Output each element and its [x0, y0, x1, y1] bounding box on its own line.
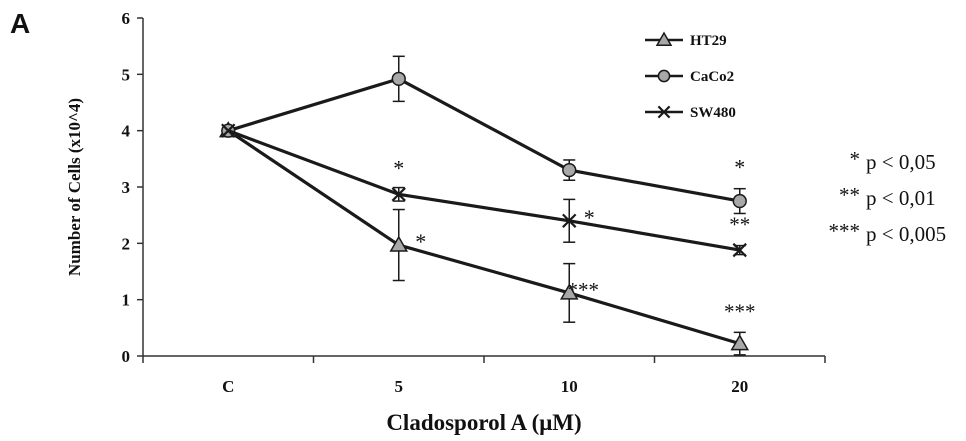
- legend-marker: [657, 69, 671, 83]
- series-layer: ********** **: [218, 55, 756, 356]
- x-axis-title: Cladosporol A (μM): [386, 410, 581, 435]
- legend-item-ht29: HT29: [645, 31, 727, 49]
- legend: HT29 CaCo2 SW480: [645, 31, 736, 121]
- significance-marker: ***: [568, 278, 600, 302]
- y-tick-label: 0: [122, 347, 131, 366]
- marker-stroke: [562, 213, 577, 228]
- data-point: [562, 162, 577, 178]
- significance-key-stars: *: [850, 147, 861, 171]
- significance-key-row: *** p < 0,005: [829, 219, 947, 246]
- series-line: [227, 129, 741, 346]
- significance-marker: *: [584, 205, 595, 230]
- significance-marker: ***: [724, 299, 756, 323]
- data-point: [389, 235, 409, 252]
- x-tick-label: 20: [731, 377, 748, 396]
- significance-marker: *: [415, 229, 426, 254]
- marker-stroke: [391, 187, 406, 202]
- significance-marker: **: [729, 213, 750, 237]
- data-point: [391, 187, 406, 202]
- legend-item-caco2: CaCo2: [645, 69, 734, 85]
- significance-key: * p < 0,05** p < 0,01*** p < 0,005: [829, 147, 947, 246]
- significance-key-stars: ***: [829, 219, 861, 243]
- series-line: [227, 129, 741, 252]
- legend-item-sw480: SW480: [645, 105, 736, 121]
- marker-stroke: [732, 242, 747, 258]
- data-point: [732, 242, 747, 258]
- y-tick-label: 1: [122, 291, 131, 310]
- legend-label: SW480: [690, 105, 736, 121]
- legend-label: HT29: [690, 33, 727, 49]
- legend-marker: [655, 31, 673, 46]
- panel-label: A: [10, 8, 30, 39]
- series-line: [227, 77, 741, 203]
- marker-stroke: [221, 123, 236, 138]
- data-point: [221, 123, 236, 138]
- x-tick-label: C: [222, 377, 234, 396]
- significance-marker: *: [734, 155, 745, 180]
- y-tick-label: 4: [122, 122, 131, 141]
- series-ht29: *******: [218, 121, 756, 356]
- significance-key-label: p < 0,05: [866, 150, 936, 174]
- significance-key-row: ** p < 0,01: [839, 183, 936, 210]
- axes: 0 1 2 3 4 5 6 C 5 10 20 Cladosporol A (μM) Number of…: [65, 9, 826, 435]
- significance-marker: *: [393, 156, 404, 181]
- legend-marker: [657, 105, 671, 119]
- data-point: [562, 213, 577, 228]
- series-sw480: ** **: [221, 123, 750, 258]
- y-tick-label: 3: [122, 178, 131, 197]
- significance-key-label: p < 0,01: [866, 186, 936, 210]
- data-point: [730, 334, 750, 351]
- data-point: [391, 71, 406, 86]
- legend-label: CaCo2: [690, 69, 734, 85]
- significance-key-stars: **: [839, 183, 860, 207]
- marker-stroke: [657, 105, 671, 119]
- y-tick-label: 2: [122, 234, 131, 253]
- significance-key-label: p < 0,005: [866, 222, 946, 246]
- y-tick-label: 5: [122, 65, 131, 84]
- x-tick-label: 5: [395, 377, 404, 396]
- x-tick-label: 10: [561, 377, 578, 396]
- data-point: [732, 193, 747, 209]
- y-axis-title: Number of Cells (x10^4): [65, 98, 84, 276]
- data-point: [559, 283, 579, 300]
- significance-key-row: * p < 0,05: [850, 147, 936, 174]
- series-caco2: *: [221, 55, 747, 215]
- y-tick-label: 6: [122, 9, 131, 28]
